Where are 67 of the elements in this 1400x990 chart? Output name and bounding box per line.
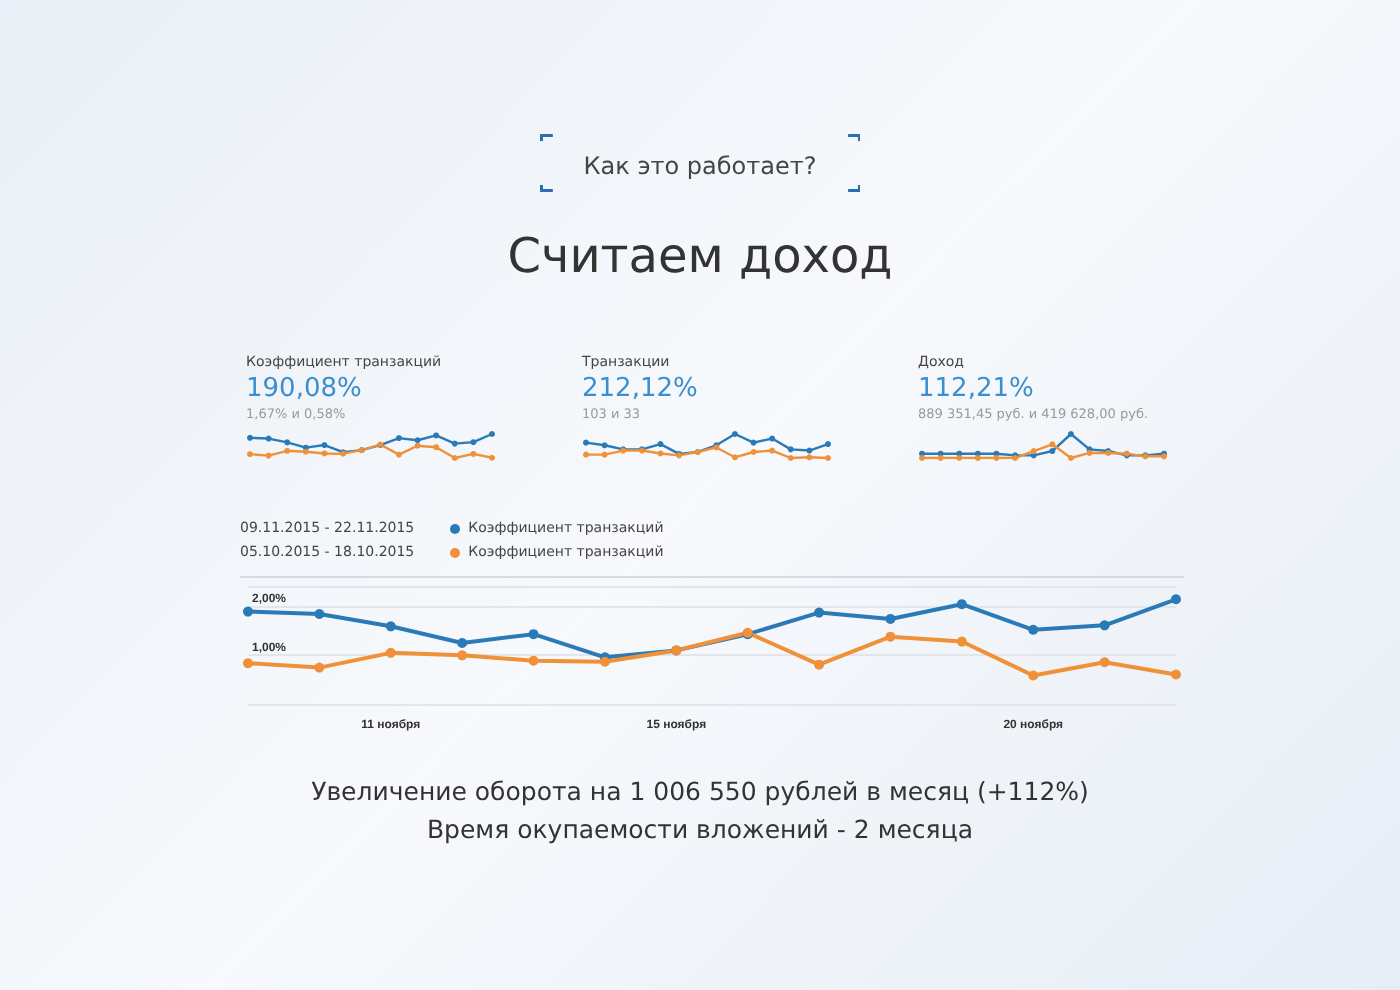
point (885, 613, 896, 624)
point (314, 609, 325, 620)
point (814, 607, 825, 618)
point (433, 432, 440, 439)
point (731, 454, 738, 461)
point (489, 431, 495, 437)
text: Время окупаемости вложений - 2 месяца (424, 812, 975, 848)
point (806, 447, 813, 454)
chart-subtitle: 212,12% (582, 374, 700, 404)
point (814, 659, 825, 670)
point (314, 662, 325, 673)
point (243, 658, 253, 669)
point (265, 452, 272, 459)
point (956, 599, 967, 610)
text: Считаем доход (505, 228, 895, 284)
point (470, 439, 477, 446)
point (657, 441, 664, 448)
point (243, 606, 253, 617)
text: Как это работает? (583, 152, 817, 180)
point (451, 455, 458, 461)
point (1171, 669, 1181, 680)
point (601, 442, 608, 449)
point (528, 629, 539, 640)
point (787, 446, 794, 453)
point (750, 449, 757, 455)
point (937, 455, 944, 461)
point (433, 444, 440, 451)
point (470, 450, 477, 457)
point (956, 636, 967, 647)
point (769, 435, 776, 442)
point (247, 451, 253, 458)
point (451, 440, 458, 447)
point (657, 450, 664, 457)
point (1049, 448, 1056, 455)
point (583, 439, 589, 446)
point (414, 437, 421, 444)
point (601, 451, 608, 458)
text: Увеличение оборота на 1 006 550 рублей в месяц (+112%) (309, 774, 1091, 810)
chart-subtitle: 112,21% (918, 374, 1036, 404)
point (1099, 657, 1110, 668)
point (457, 638, 468, 649)
point (284, 439, 291, 446)
point (489, 454, 495, 461)
point (1099, 620, 1110, 631)
point (321, 450, 328, 457)
point (321, 442, 328, 449)
point (385, 621, 396, 632)
point (993, 455, 1000, 461)
point (395, 451, 402, 458)
point (825, 441, 831, 448)
point (265, 435, 272, 442)
point (414, 442, 421, 449)
point (457, 650, 468, 661)
point (284, 447, 291, 454)
point (1171, 594, 1181, 605)
point (1049, 441, 1056, 448)
point (1028, 624, 1039, 635)
point (769, 447, 776, 454)
point (787, 455, 794, 461)
point (583, 451, 589, 458)
point (247, 434, 253, 441)
point (528, 655, 539, 666)
point (385, 647, 396, 658)
point (1028, 670, 1039, 681)
chart-subtitle: 190,08% (246, 374, 364, 404)
point (806, 454, 813, 461)
point (885, 631, 896, 642)
